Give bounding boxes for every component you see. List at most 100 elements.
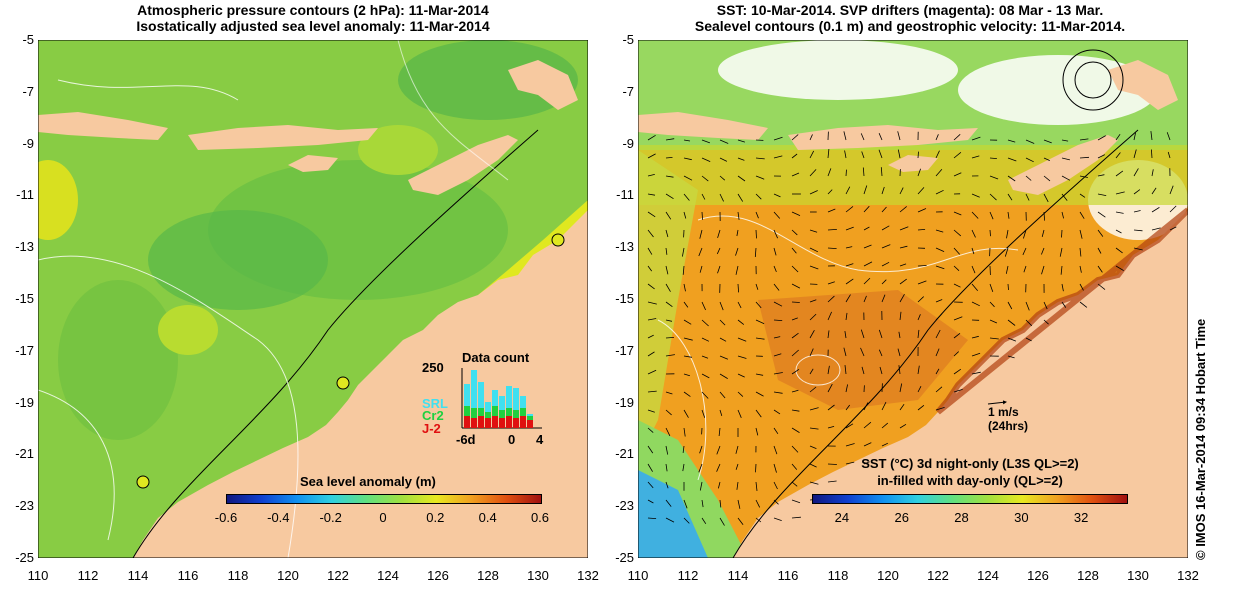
left-xtick-9: 128: [477, 568, 499, 583]
velocity-arrow: [860, 347, 865, 357]
right-ytick-7: -19: [615, 394, 634, 410]
velocity-arrow: [899, 278, 907, 285]
velocity-arrow: [735, 445, 739, 454]
velocity-arrow: [773, 211, 781, 219]
velocity-arrow: [1007, 157, 1017, 162]
velocity-arrow: [647, 463, 653, 472]
left-ytick-4: -13: [15, 239, 34, 255]
velocity-arrow: [1004, 247, 1009, 257]
velocity-arrow: [1079, 229, 1083, 239]
velocity-arrow: [701, 301, 706, 311]
velocity-arrow: [809, 427, 819, 430]
right-ytick-4: -13: [615, 239, 634, 255]
velocity-arrow: [809, 190, 818, 195]
velocity-arrow: [647, 427, 654, 433]
velocity-arrow: [881, 206, 887, 213]
velocity-arrow: [719, 373, 728, 379]
island-north: [508, 60, 578, 110]
island-north-sst: [1108, 60, 1178, 110]
velocity-arrow: [1150, 131, 1153, 141]
velocity-arrow: [809, 265, 819, 270]
velocity-arrow: [917, 404, 925, 411]
velocity-arrow: [863, 205, 870, 213]
velocity-arrow: [1041, 247, 1045, 255]
velocity-arrow: [683, 283, 686, 292]
velocity-arrow: [683, 427, 686, 437]
right-ytick-3: -11: [616, 187, 634, 203]
velocity-arrow: [898, 331, 901, 339]
right-title-line1: SST: 10-Mar-2014. SVP drifters (magenta)…: [716, 2, 1104, 18]
right-ytick-9: -23: [615, 498, 634, 514]
velocity-arrow: [665, 157, 673, 159]
velocity-arrow: [935, 386, 943, 393]
velocity-arrow: [1115, 133, 1121, 141]
velocity-arrow: [809, 169, 817, 177]
velocity-arrow: [881, 401, 887, 411]
velocity-arrow: [665, 247, 668, 255]
velocity-arrow: [1061, 175, 1071, 181]
velocity-arrow: [827, 330, 830, 339]
velocity-arrow: [682, 463, 685, 472]
velocity-arrow: [791, 229, 798, 236]
velocity-arrow: [737, 391, 744, 397]
velocity-arrow: [791, 172, 800, 177]
velocity-arrow: [860, 329, 865, 339]
velocity-arrow: [971, 211, 979, 219]
velocity-arrow: [1079, 156, 1090, 159]
velocity-arrow: [971, 193, 980, 198]
velocity-arrow: [881, 422, 889, 429]
velocity-arrow: [935, 134, 939, 141]
velocity-arrow: [1043, 211, 1045, 221]
left-ytick-10: -25: [15, 550, 34, 565]
velocity-scale-label: 1 m/s: [988, 405, 1019, 419]
velocity-arrow: [647, 134, 656, 141]
velocity-arrow: [897, 348, 901, 357]
left-xtick-7: 124: [377, 568, 399, 583]
velocity-arrow: [647, 247, 653, 255]
velocity-arrow: [755, 301, 762, 309]
left-ytick-2: -9: [22, 135, 34, 151]
left-xtick-1: 112: [77, 568, 99, 583]
right-xtick-2: 114: [727, 568, 749, 583]
velocity-arrow: [845, 278, 854, 285]
velocity-arrow: [755, 481, 758, 491]
velocity-arrow: [1061, 211, 1064, 219]
velocity-arrow: [844, 150, 847, 159]
velocity-arrow: [953, 151, 962, 159]
velocity-arrow: [665, 354, 675, 357]
island-java-sst: [638, 112, 768, 140]
velocity-arrow: [647, 445, 654, 454]
velocity-arrow: [1061, 229, 1063, 238]
velocity-arrow: [773, 499, 779, 505]
velocity-arrow: [845, 404, 851, 411]
velocity-arrow: [791, 389, 799, 393]
velocity-arrow: [1005, 265, 1009, 274]
velocity-arrow: [989, 157, 997, 159]
velocity-arrow: [665, 301, 673, 308]
velocity-arrow: [863, 244, 872, 249]
velocity-arrow: [917, 187, 925, 195]
velocity-arrow: [1151, 187, 1157, 195]
velocity-arrow: [683, 337, 693, 341]
right-ytick-10: -25: [615, 550, 634, 565]
velocity-arrow: [791, 283, 801, 289]
velocity-arrow: [1169, 185, 1174, 195]
velocity-arrow: [736, 229, 739, 237]
velocity-arrow: [897, 131, 901, 141]
velocity-arrow: [953, 368, 962, 375]
velocity-arrow: [755, 373, 764, 376]
velocity-arrow: [881, 261, 890, 267]
left-xtick-4: 118: [227, 568, 249, 583]
left-cbar-tick-6: 0.6: [530, 510, 550, 525]
velocity-arrow: [899, 403, 905, 411]
velocity-arrow: [863, 185, 868, 195]
velocity-arrow: [1115, 152, 1121, 159]
velocity-arrow: [1115, 247, 1123, 254]
right-ytick-8: -21: [615, 446, 634, 462]
data-count-bars: [464, 370, 533, 428]
velocity-arrow: [899, 206, 907, 213]
right-ytick-0: -5: [622, 32, 634, 47]
velocity-arrow: [791, 499, 801, 504]
velocity-arrow: [791, 134, 799, 141]
velocity-arrow: [953, 316, 963, 321]
